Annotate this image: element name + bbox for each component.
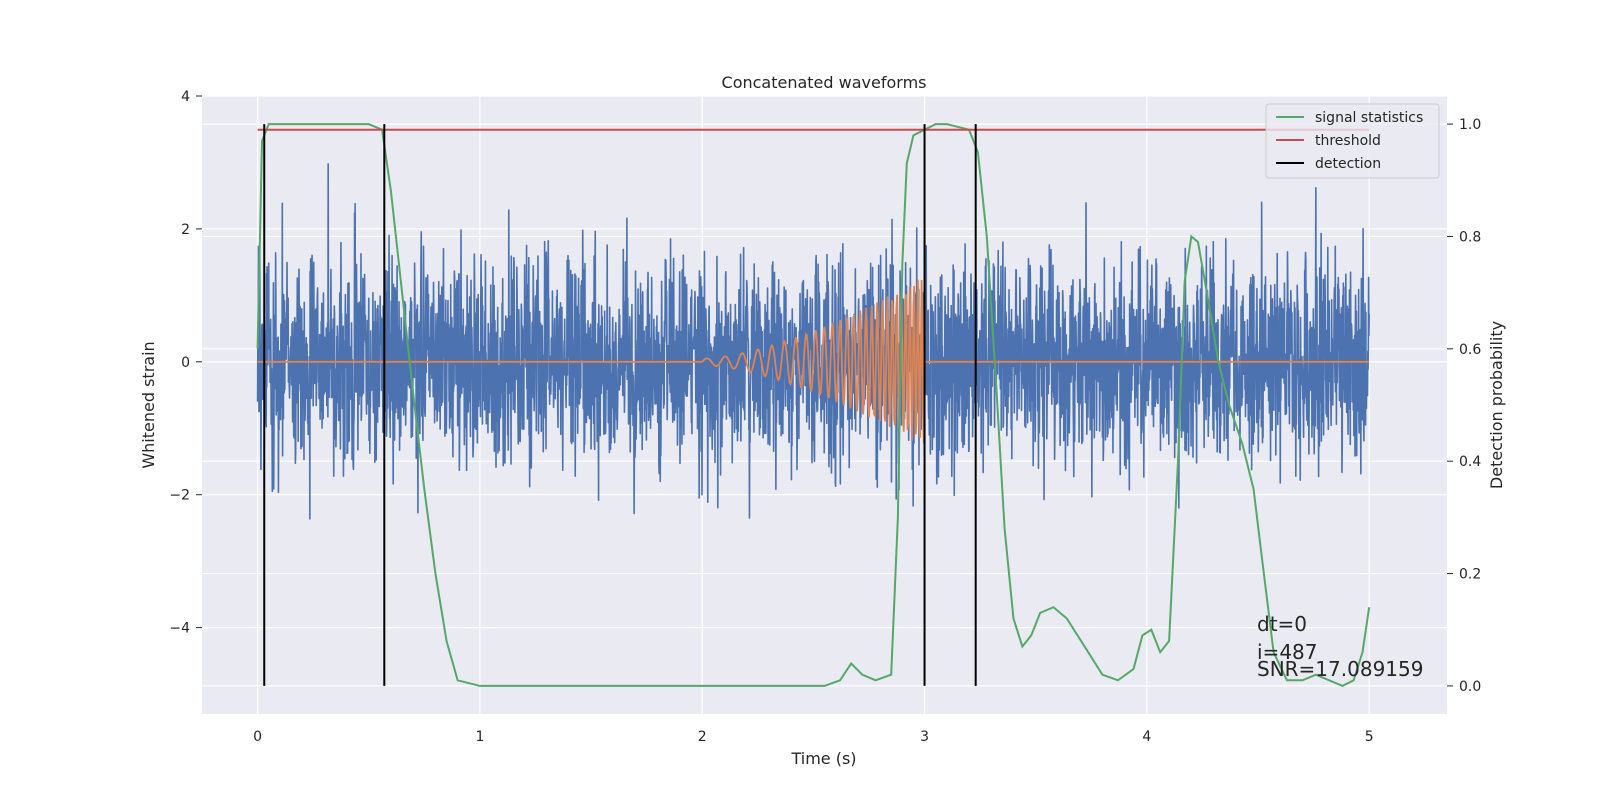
y-tick-label: −2: [169, 488, 190, 504]
chart-title: Concatenated waveforms: [722, 73, 927, 92]
x-tick-label: 5: [1365, 729, 1374, 745]
x-tick-label: 3: [920, 729, 929, 745]
x-tick-label: 0: [253, 729, 262, 745]
y-tick-label: −4: [169, 621, 190, 637]
annotation-snr: SNR=17.089159: [1257, 657, 1423, 681]
y-tick-label: 2: [181, 222, 190, 238]
plot-area: [256, 123, 1371, 688]
x-tick-label: 2: [698, 729, 707, 745]
y-axis-label: Whitened strain: [139, 341, 158, 468]
y2-tick-label: 0.2: [1459, 567, 1481, 583]
y2-tick-label: 0.0: [1459, 679, 1481, 695]
y2-tick-label: 0.8: [1459, 229, 1481, 245]
y-tick-label: 4: [181, 89, 190, 105]
y2-tick-label: 1.0: [1459, 117, 1481, 133]
x-axis-label: Time (s): [790, 749, 856, 768]
series-signal-statistics: [256, 123, 1371, 688]
annotation-i: i=487: [1257, 640, 1318, 664]
y2-tick-label: 0.4: [1459, 454, 1481, 470]
x-tick-label: 1: [475, 729, 484, 745]
legend: signal statistics threshold detection: [1265, 103, 1440, 179]
y2-axis-label: Detection probability: [1487, 321, 1506, 489]
x-tick-label: 4: [1142, 729, 1151, 745]
legend-label-threshold: threshold: [1315, 133, 1381, 149]
y-tick-label: 0: [181, 355, 190, 371]
series-injected-waveform: [257, 279, 1370, 444]
legend-label-detection: detection: [1315, 156, 1381, 172]
legend-label-signal-statistics: signal statistics: [1315, 110, 1423, 126]
axes: 0 1 2 3 4 5 −4 −2 0 2 4 0.0 0.2 0.4 0.6 0.8 1.0: [169, 89, 1481, 745]
y2-tick-label: 0.6: [1459, 342, 1481, 358]
legend-box: [1265, 103, 1440, 179]
annotation-dt: dt=0: [1257, 612, 1307, 636]
series-noisy-strain: [256, 163, 1370, 520]
